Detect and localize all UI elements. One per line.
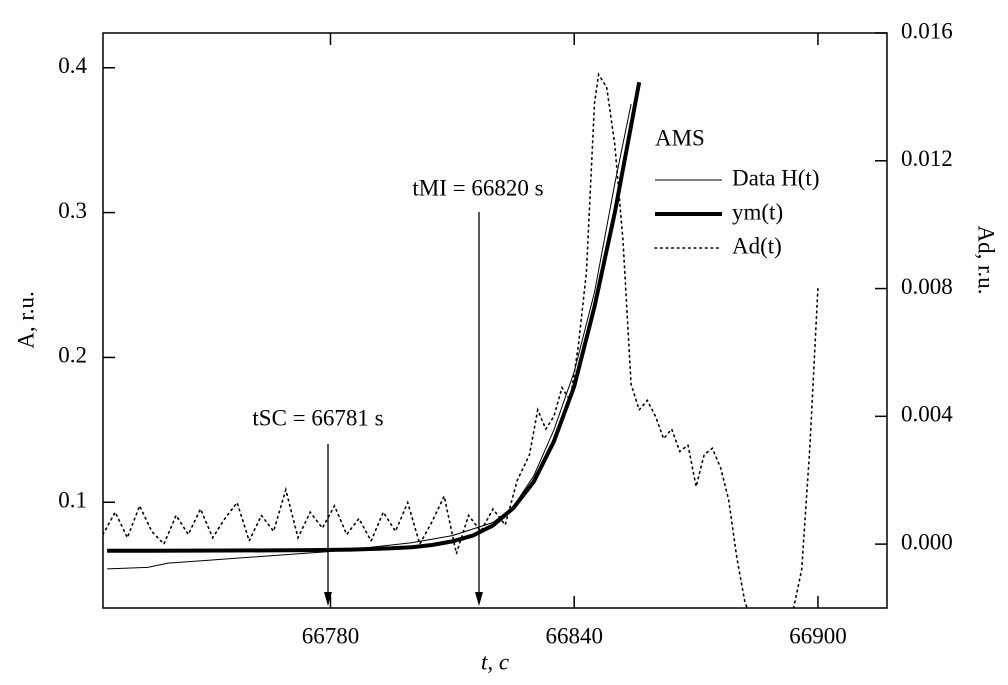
x-tick-label: 66900 [789,623,847,648]
x-tick-label: 66840 [545,623,603,648]
legend-label: Data H(t) [732,165,820,190]
y2-tick-label: 0.016 [901,18,953,43]
data-line [103,72,819,608]
y-tick-label: 0.2 [58,343,87,368]
arrow-head [475,592,483,606]
legend-label: ym(t) [732,199,783,224]
x-axis-label: t, c [481,649,509,674]
y2-tick-label: 0.008 [901,274,953,299]
data-line [107,81,642,553]
y2-tick-label: 0.004 [901,402,953,427]
plot-frame [102,32,888,609]
annotation: tMI = 66820 s [412,175,543,200]
arrow-head [324,592,332,606]
y-tick-label: 0.3 [58,198,87,223]
y2-tick-label: 0.012 [901,146,953,171]
legend-title: AMS [655,125,705,150]
annotation: tSC = 66781 s [252,405,383,430]
x-tick-label: 66780 [302,623,360,648]
y-axis-label: A, r.u. [13,291,38,349]
y2-tick-label: 0.000 [901,529,953,554]
y-tick-label: 0.4 [58,53,87,78]
y-tick-label: 0.1 [58,488,87,513]
y2-axis-label: Ad, r.u. [974,226,999,295]
data-line [107,103,632,570]
legend-label: Ad(t) [732,233,782,258]
